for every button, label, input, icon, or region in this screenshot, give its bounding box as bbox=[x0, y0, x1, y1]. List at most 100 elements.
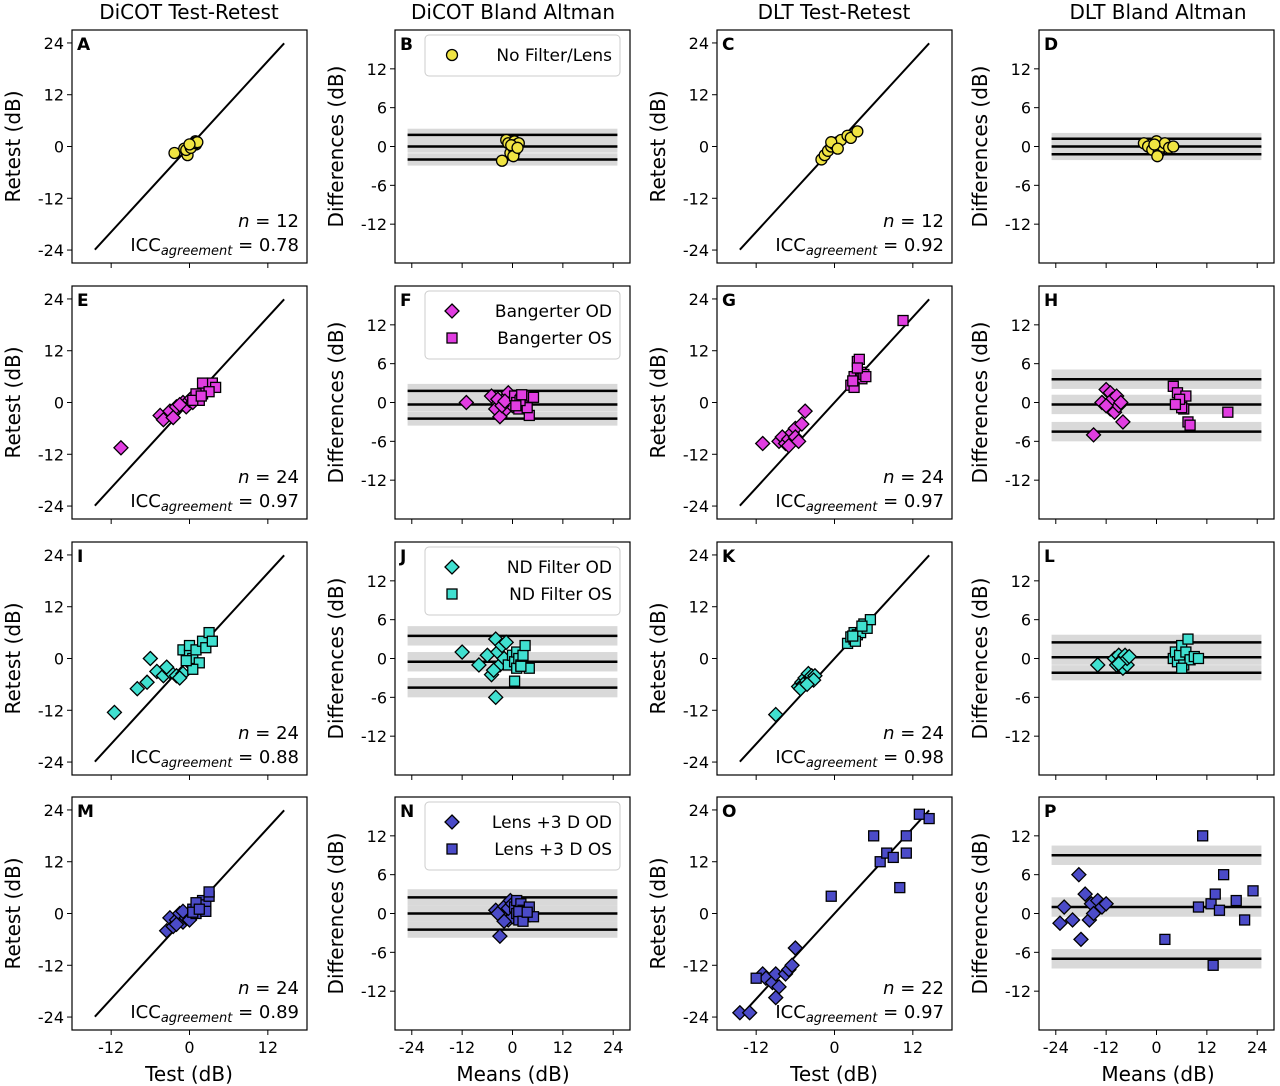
y-tick-label: 12 bbox=[1011, 316, 1031, 335]
data-point-o-1-5 bbox=[894, 881, 906, 894]
data-point-o-1-0 bbox=[825, 890, 837, 902]
panel-e: -24 -12 0 12 24 Retest (dB) En = 24 ICCagreemen… bbox=[1, 285, 308, 524]
data-point-p-1-8 bbox=[1230, 894, 1242, 907]
data-point-p-1-4 bbox=[1207, 959, 1219, 971]
y-tick-label: 12 bbox=[367, 572, 387, 591]
x-tick-label: 0 bbox=[829, 1038, 839, 1057]
y-tick-label: 24 bbox=[44, 290, 64, 309]
data-point-p-1-2 bbox=[1197, 830, 1209, 842]
data-point-p-1-7 bbox=[1217, 869, 1230, 881]
icc-annotation: ICCagreement = 0.97 bbox=[775, 491, 944, 515]
panel-o: -24 -12 0 12 24 -12 0 12 Retest (dB) On = 22 ICCag… bbox=[646, 796, 953, 1057]
data-point-p-1-9 bbox=[1238, 914, 1251, 926]
legend: Bangerter OD Bangerter OS bbox=[424, 290, 621, 360]
y-axis-label: Retest (dB) bbox=[1, 346, 25, 458]
y-tick-label: 6 bbox=[1021, 866, 1031, 885]
y-axis-label: Retest (dB) bbox=[1, 857, 25, 969]
y-tick-label: -12 bbox=[361, 727, 387, 746]
data-point-k-1-10 bbox=[856, 620, 868, 632]
x-tick-label: 12 bbox=[553, 1038, 573, 1057]
data-point-p-0-4 bbox=[1073, 931, 1089, 948]
y-tick-label: 12 bbox=[689, 853, 709, 872]
data-point-o-1-4 bbox=[887, 851, 899, 864]
data-point-j-1-8 bbox=[519, 639, 531, 652]
data-point-i-1-10 bbox=[187, 663, 199, 675]
y-tick-label: 12 bbox=[367, 316, 387, 335]
y-axis-label: Retest (dB) bbox=[646, 90, 670, 202]
data-point-m-0-9 bbox=[168, 916, 185, 933]
y-tick-label: 0 bbox=[699, 905, 709, 924]
icc-annotation: ICCagreement = 0.97 bbox=[130, 491, 299, 515]
x-tick-label: 0 bbox=[507, 1038, 517, 1057]
x-tick-label: 12 bbox=[258, 1038, 278, 1057]
panel-letter: O bbox=[722, 802, 736, 822]
panel-m: -24 -12 0 12 24 -12 0 12 Retest (dB) Mn = 24 ICCag… bbox=[1, 796, 308, 1057]
panel-letter: M bbox=[77, 802, 94, 822]
legend-box bbox=[424, 801, 621, 871]
data-point-p-0-11 bbox=[1098, 895, 1115, 912]
data-point-d-0-9 bbox=[1167, 140, 1180, 153]
data-point-g-1-10 bbox=[897, 314, 909, 327]
y-tick-label: 0 bbox=[54, 650, 64, 669]
y-tick-label: -6 bbox=[1015, 176, 1031, 195]
n-annotation: n = 12 bbox=[238, 211, 299, 232]
column-title-dlt-test-retest: DLT Test-Retest bbox=[758, 0, 911, 24]
plot-area-h bbox=[1051, 369, 1262, 443]
data-point-m-1-11 bbox=[193, 903, 205, 915]
data-point-i-0-11 bbox=[158, 659, 175, 676]
data-point-j-0-10 bbox=[498, 634, 515, 651]
panel-letter: F bbox=[400, 291, 412, 311]
y-tick-label: 0 bbox=[1021, 905, 1031, 924]
y-axis-label: Differences (dB) bbox=[968, 322, 992, 484]
y-axis-label: Differences (dB) bbox=[968, 578, 992, 740]
panel-letter: G bbox=[722, 291, 736, 311]
data-point-f-0-0 bbox=[458, 394, 475, 411]
x-tick-label: -24 bbox=[399, 1038, 425, 1057]
data-point-o-1-7 bbox=[900, 830, 912, 842]
y-tick-label: -24 bbox=[683, 1008, 709, 1027]
y-tick-label: 6 bbox=[1021, 611, 1031, 630]
icc-annotation: ICCagreement = 0.78 bbox=[130, 235, 299, 259]
y-tick-label: -6 bbox=[371, 432, 387, 451]
data-point-o-1-6 bbox=[900, 847, 912, 859]
data-point-j-0-4 bbox=[487, 689, 504, 706]
data-point-p-1-10 bbox=[1247, 885, 1259, 897]
legend-marker bbox=[446, 588, 458, 600]
y-tick-label: 0 bbox=[54, 138, 64, 157]
x-tick-label: 12 bbox=[903, 1038, 923, 1057]
n-annotation: n = 24 bbox=[238, 467, 299, 488]
column-title-dicot-bland-altman: DiCOT Bland Altman bbox=[411, 0, 615, 24]
x-tick-label: 12 bbox=[1197, 1038, 1217, 1057]
panel-a: -24 -12 0 12 24 Retest (dB) An = 12 ICCagreemen… bbox=[1, 29, 308, 268]
n-annotation: n = 24 bbox=[238, 723, 299, 744]
y-tick-label: 24 bbox=[689, 801, 709, 820]
y-tick-label: -12 bbox=[683, 189, 709, 208]
y-axis-label: Differences (dB) bbox=[324, 578, 348, 740]
data-point-d-0-10 bbox=[1148, 138, 1161, 151]
y-axis-label: Differences (dB) bbox=[968, 66, 992, 228]
data-point-d-0-11 bbox=[1151, 150, 1164, 163]
y-tick-label: 12 bbox=[1011, 827, 1031, 846]
data-point-i-1-9 bbox=[206, 635, 218, 647]
data-point-o-0-1 bbox=[741, 1004, 758, 1021]
y-tick-label: 12 bbox=[44, 853, 64, 872]
panel-letter: B bbox=[400, 35, 413, 55]
x-tick-label: -12 bbox=[98, 1038, 124, 1057]
x-tick-label: 24 bbox=[1247, 1038, 1267, 1057]
y-tick-label: 24 bbox=[44, 34, 64, 53]
data-point-n-0-9 bbox=[496, 913, 513, 930]
x-axis-label-col1: Test (dB) bbox=[144, 1062, 233, 1086]
legend-marker bbox=[446, 843, 458, 855]
legend-label: ND Filter OS bbox=[509, 585, 612, 605]
y-tick-label: 6 bbox=[377, 611, 387, 630]
y-axis-label: Differences (dB) bbox=[324, 833, 348, 995]
panel-i: -24 -12 0 12 24 Retest (dB) In = 24 ICCagreemen… bbox=[1, 541, 308, 780]
panel-letter: C bbox=[722, 35, 734, 55]
data-point-g-1-8 bbox=[847, 375, 859, 387]
y-axis-label: Differences (dB) bbox=[968, 833, 992, 995]
y-tick-label: 0 bbox=[377, 138, 387, 157]
plot-area-n bbox=[407, 889, 618, 945]
y-tick-label: -24 bbox=[38, 241, 64, 260]
plot-area-f bbox=[407, 383, 618, 426]
y-tick-label: 0 bbox=[377, 650, 387, 669]
